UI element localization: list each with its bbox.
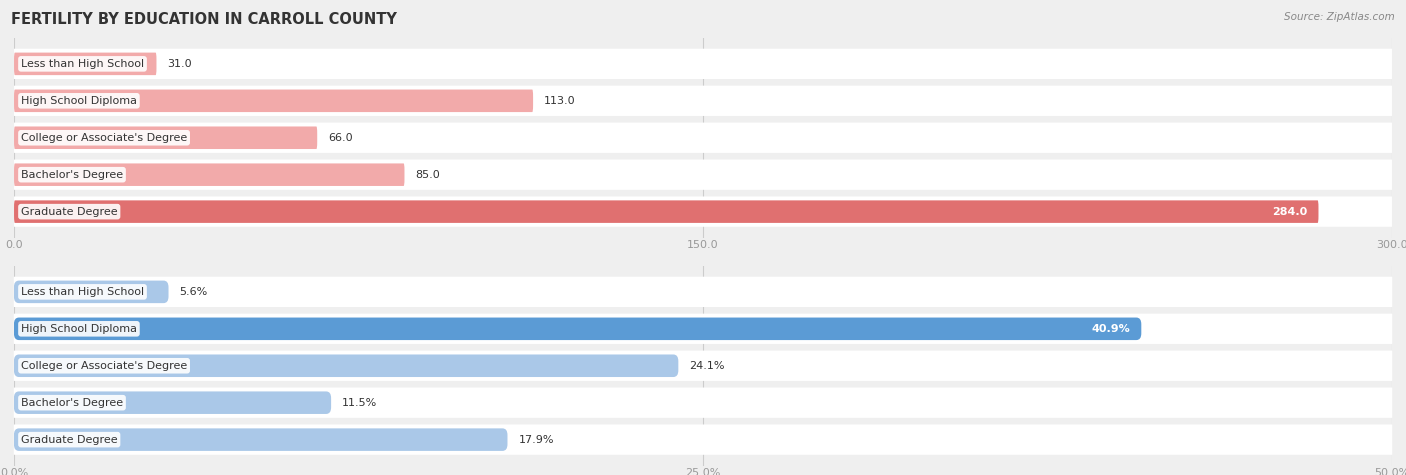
- Text: Graduate Degree: Graduate Degree: [21, 435, 118, 445]
- Text: 11.5%: 11.5%: [342, 398, 377, 408]
- FancyBboxPatch shape: [14, 314, 1392, 344]
- Text: Less than High School: Less than High School: [21, 287, 143, 297]
- FancyBboxPatch shape: [14, 281, 169, 303]
- FancyBboxPatch shape: [14, 86, 1392, 116]
- Text: 85.0: 85.0: [416, 170, 440, 180]
- FancyBboxPatch shape: [14, 197, 1392, 227]
- FancyBboxPatch shape: [14, 163, 405, 186]
- FancyBboxPatch shape: [14, 160, 1392, 190]
- Text: 24.1%: 24.1%: [689, 361, 724, 371]
- Text: 113.0: 113.0: [544, 96, 575, 106]
- Text: Bachelor's Degree: Bachelor's Degree: [21, 170, 124, 180]
- FancyBboxPatch shape: [14, 351, 1392, 381]
- Text: Less than High School: Less than High School: [21, 59, 143, 69]
- Text: Source: ZipAtlas.com: Source: ZipAtlas.com: [1284, 12, 1395, 22]
- FancyBboxPatch shape: [14, 277, 1392, 307]
- Text: 66.0: 66.0: [328, 133, 353, 143]
- FancyBboxPatch shape: [14, 123, 1392, 153]
- Text: 5.6%: 5.6%: [180, 287, 208, 297]
- FancyBboxPatch shape: [14, 354, 678, 377]
- FancyBboxPatch shape: [14, 126, 318, 149]
- Text: Bachelor's Degree: Bachelor's Degree: [21, 398, 124, 408]
- FancyBboxPatch shape: [14, 425, 1392, 455]
- Text: FERTILITY BY EDUCATION IN CARROLL COUNTY: FERTILITY BY EDUCATION IN CARROLL COUNTY: [11, 12, 396, 27]
- FancyBboxPatch shape: [14, 200, 1319, 223]
- Text: 17.9%: 17.9%: [519, 435, 554, 445]
- FancyBboxPatch shape: [14, 49, 1392, 79]
- FancyBboxPatch shape: [14, 317, 1142, 340]
- FancyBboxPatch shape: [14, 53, 156, 75]
- Text: 284.0: 284.0: [1272, 207, 1308, 217]
- Text: College or Associate's Degree: College or Associate's Degree: [21, 133, 187, 143]
- FancyBboxPatch shape: [14, 391, 330, 414]
- Text: 40.9%: 40.9%: [1091, 324, 1130, 334]
- Text: 31.0: 31.0: [167, 59, 193, 69]
- Text: College or Associate's Degree: College or Associate's Degree: [21, 361, 187, 371]
- Text: High School Diploma: High School Diploma: [21, 324, 136, 334]
- FancyBboxPatch shape: [14, 428, 508, 451]
- Text: High School Diploma: High School Diploma: [21, 96, 136, 106]
- FancyBboxPatch shape: [14, 388, 1392, 418]
- FancyBboxPatch shape: [14, 90, 533, 112]
- Text: Graduate Degree: Graduate Degree: [21, 207, 118, 217]
